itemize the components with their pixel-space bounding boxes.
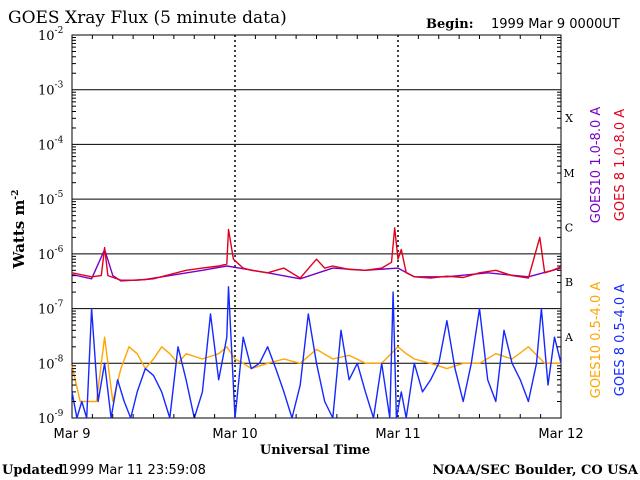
- y-tick-exponent: -7: [55, 300, 64, 310]
- y-tick-exponent: -8: [55, 354, 64, 364]
- legend: GOES10 1.0-8.0 A GOES 8 1.0-8.0 A GOES10 0…: [589, 107, 628, 399]
- y-tick-exponent: -3: [55, 81, 64, 91]
- y-tick-label: 10-8: [38, 354, 64, 372]
- flare-class-label: M: [563, 167, 574, 180]
- legend-entry: GOES 8 0.5-4.0 A: [613, 284, 628, 396]
- y-axis-label-sup: -2: [11, 190, 21, 200]
- flare-class-label: A: [564, 331, 574, 344]
- y-tick-base: 10: [38, 193, 55, 208]
- x-tick-label: Mar 9: [54, 427, 91, 442]
- legend-entry: GOES10 1.0-8.0 A: [589, 107, 604, 224]
- legend-entry: GOES10 0.5-4.0 A: [589, 282, 604, 399]
- y-axis-label: Watts m-2: [10, 190, 28, 270]
- legend-label: GOES 8 0.5-4.0 A: [613, 284, 628, 396]
- flare-class-label: B: [565, 276, 573, 289]
- series-line: [71, 227, 562, 281]
- legend-label: GOES10 0.5-4.0 A: [589, 282, 604, 399]
- y-tick-exponent: -5: [55, 190, 64, 200]
- y-tick-base: 10: [38, 412, 55, 427]
- y-tick-label: 10-3: [38, 81, 64, 99]
- y-tick-label: 10-4: [38, 135, 64, 153]
- begin-value: 1999 Mar 9 0000UT: [491, 17, 620, 32]
- y-tick-label: 10-7: [38, 300, 64, 318]
- legend-entry: GOES 8 1.0-8.0 A: [613, 109, 628, 221]
- footer-source: NOAA/SEC Boulder, CO USA: [432, 463, 639, 478]
- y-tick-exponent: -9: [55, 409, 64, 419]
- y-tick-label: 10-9: [38, 409, 64, 427]
- y-tick-base: 10: [38, 138, 55, 153]
- y-tick-base: 10: [38, 84, 55, 99]
- y-tick-label: 10-6: [38, 245, 64, 263]
- footer-updated-label: Updated: [2, 463, 63, 478]
- legend-label: GOES10 1.0-8.0 A: [589, 107, 604, 224]
- y-axis-title: Watts m-2: [10, 190, 28, 270]
- y-tick-base: 10: [38, 357, 55, 372]
- y-tick-exponent: -4: [55, 135, 64, 145]
- flare-class-label: X: [565, 112, 573, 125]
- y-tick-exponent: -6: [55, 245, 64, 255]
- chart-title: GOES Xray Flux (5 minute data): [8, 8, 287, 28]
- y-axis-label-text: Watts m: [10, 200, 28, 270]
- y-tick-base: 10: [38, 303, 55, 318]
- begin-label: Begin:: [426, 17, 474, 32]
- legend-label: GOES 8 1.0-8.0 A: [613, 109, 628, 221]
- series-line: [71, 286, 562, 419]
- y-tick-label: 10-5: [38, 190, 64, 208]
- x-tick-label: Mar 12: [538, 427, 583, 442]
- y-tick-label: 10-2: [38, 26, 63, 44]
- footer-updated-value: 1999 Mar 11 23:59:08: [61, 463, 206, 478]
- y-tick-base: 10: [38, 248, 55, 263]
- x-axis-label: Universal Time: [260, 443, 370, 458]
- series-layer: [71, 227, 562, 419]
- x-tick-label: Mar 10: [212, 427, 257, 442]
- y-tick-exponent: -2: [55, 26, 64, 36]
- y-tick-base: 10: [38, 29, 55, 44]
- x-tick-label: Mar 11: [375, 427, 420, 442]
- flare-class-label: C: [565, 222, 573, 235]
